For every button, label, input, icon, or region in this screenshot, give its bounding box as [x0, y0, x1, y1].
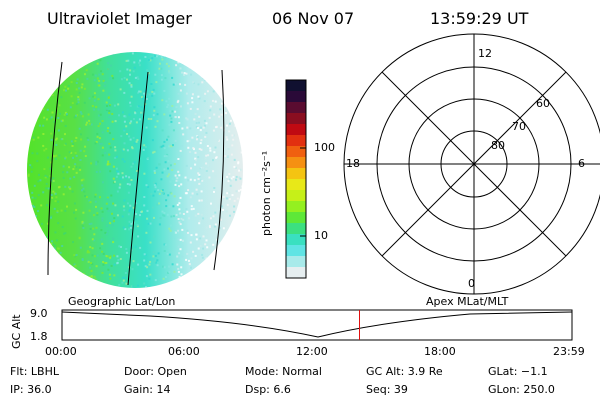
colorbar-band	[286, 267, 306, 279]
status-mode: Mode: Normal	[245, 365, 322, 378]
lat-label-60: 60	[536, 97, 550, 110]
status-door: Door: Open	[124, 365, 187, 378]
colorbar-band	[286, 80, 306, 92]
colorbar-tick-100: 100	[314, 141, 335, 154]
colorbar-band	[286, 157, 306, 169]
colorbar-band	[286, 168, 306, 180]
colorbar-band	[286, 245, 306, 257]
lat-label-80: 80	[491, 139, 505, 152]
mlt-label-0: 0	[468, 277, 475, 290]
colorbar-band	[286, 113, 306, 125]
colorbar-band	[286, 201, 306, 213]
status-gain: Gain: 14	[124, 383, 171, 396]
status-seq: Seq: 39	[366, 383, 408, 396]
mlt-label-18: 18	[346, 157, 360, 170]
colorbar	[285, 79, 307, 279]
timeline-x-tick: 00:00	[45, 345, 77, 358]
timeline-y-tick-1-8: 1.8	[30, 330, 48, 343]
status-glat: GLat: −1.1	[488, 365, 548, 378]
timeline-x-tick: 18:00	[424, 345, 456, 358]
colorbar-band	[286, 91, 306, 103]
colorbar-band	[286, 190, 306, 202]
time-label: 13:59:29 UT	[430, 9, 529, 28]
status-dsp: Dsp: 6.6	[245, 383, 291, 396]
mlt-label-12: 12	[478, 47, 492, 60]
timeline-x-tick: 06:00	[168, 345, 200, 358]
timeline-y-label: GC Alt	[10, 314, 23, 349]
colorbar-band	[286, 124, 306, 136]
colorbar-tick-10: 10	[314, 229, 328, 242]
colorbar-band	[286, 256, 306, 268]
timeline-right-title: Apex MLat/MLT	[426, 295, 509, 308]
timeline-x-tick: 12:00	[296, 345, 328, 358]
timeline-plot	[61, 309, 573, 341]
lat-label-70: 70	[512, 120, 526, 133]
instrument-title: Ultraviolet Imager	[47, 9, 192, 28]
status-gc-alt: GC Alt: 3.9 Re	[366, 365, 443, 378]
date-label: 06 Nov 07	[272, 9, 355, 28]
colorbar-band	[286, 135, 306, 147]
timeline-x-tick: 23:59	[553, 345, 585, 358]
colorbar-band	[286, 234, 306, 246]
uv-image-disk	[27, 52, 243, 288]
colorbar-band	[286, 179, 306, 191]
timeline-y-tick-9: 9.0	[30, 307, 48, 320]
colorbar-unit-label: photon cm⁻²s⁻¹	[260, 150, 273, 236]
polar-grid	[343, 33, 600, 295]
colorbar-band	[286, 212, 306, 224]
colorbar-band	[286, 102, 306, 114]
colorbar-band	[286, 146, 306, 158]
status-filter: Flt: LBHL	[10, 365, 59, 378]
mlt-label-6: 6	[578, 157, 585, 170]
status-ip: IP: 36.0	[10, 383, 52, 396]
colorbar-band	[286, 223, 306, 235]
timeline-left-title: Geographic Lat/Lon	[68, 295, 176, 308]
status-glon: GLon: 250.0	[488, 383, 555, 396]
